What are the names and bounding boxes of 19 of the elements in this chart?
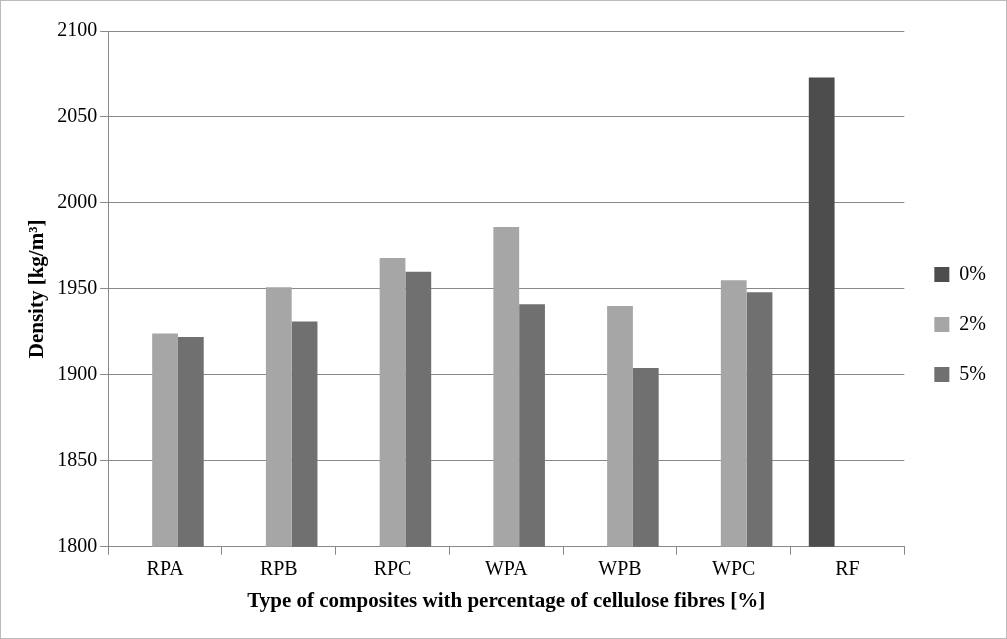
- x-axis-title: Type of composites with percentage of cellulose fibres [%]: [247, 587, 766, 612]
- y-axis-title: Density [kg/m³]: [24, 219, 49, 359]
- x-tick-label: RPC: [373, 557, 412, 580]
- x-tick-label: WPB: [598, 557, 642, 580]
- y-tick-label: 2100: [57, 18, 98, 41]
- x-tick-label: RPA: [146, 557, 185, 580]
- legend-label: 0%: [959, 261, 987, 284]
- y-tick-label: 1800: [57, 534, 98, 557]
- x-tick-label: WPC: [712, 557, 756, 580]
- legend-label: 5%: [959, 361, 987, 384]
- y-tick-label: 1900: [57, 362, 98, 385]
- x-tick-label: RF: [835, 557, 860, 580]
- y-tick-label: 1950: [57, 276, 98, 299]
- x-tick-label: WPA: [484, 557, 529, 580]
- legend-label: 2%: [959, 311, 987, 334]
- x-tick-label: RPB: [259, 557, 298, 580]
- y-tick-label: 1850: [57, 448, 98, 471]
- y-tick-label: 2050: [57, 104, 98, 127]
- y-tick-label: 2000: [57, 190, 98, 213]
